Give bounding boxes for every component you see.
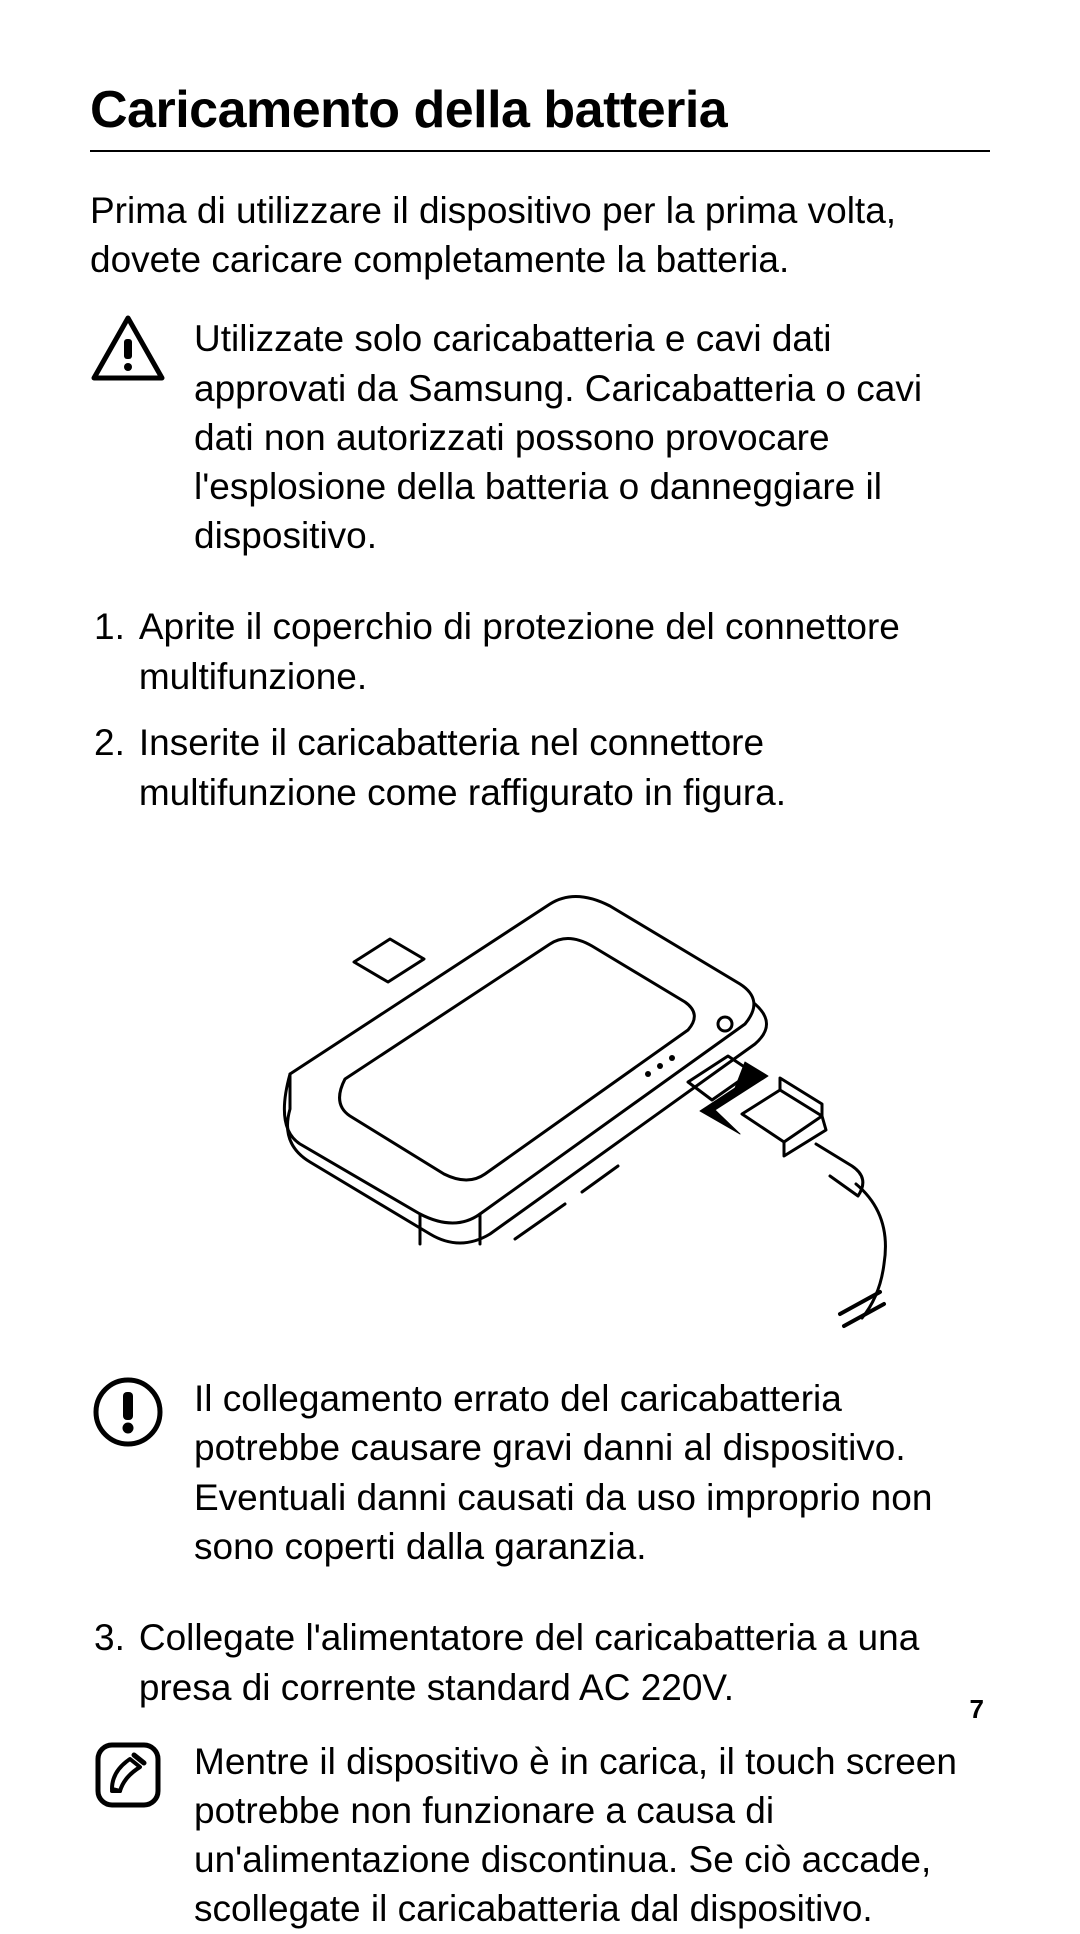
caution-icon bbox=[90, 1374, 166, 1444]
page-title: Caricamento della batteria bbox=[90, 80, 990, 152]
step-3-text: Collegate l'alimentatore del caricabatte… bbox=[139, 1613, 990, 1713]
note-icon bbox=[90, 1737, 166, 1807]
device-charging-figure bbox=[90, 844, 990, 1344]
step-1-text: Aprite il coperchio di protezione del co… bbox=[139, 602, 990, 702]
caution-text: Il collegamento errato del caricabatteri… bbox=[194, 1374, 990, 1571]
note-callout: Mentre il dispositivo è in carica, il to… bbox=[90, 1737, 990, 1934]
step-1-number: 1. bbox=[94, 602, 125, 702]
note-text: Mentre il dispositivo è in carica, il to… bbox=[194, 1737, 990, 1934]
caution-callout: Il collegamento errato del caricabatteri… bbox=[90, 1374, 990, 1571]
intro-paragraph: Prima di utilizzare il dispositivo per l… bbox=[90, 186, 990, 284]
step-3: 3. Collegate l'alimentatore del caricaba… bbox=[90, 1613, 990, 1713]
warning-callout: Utilizzate solo caricabatteria e cavi da… bbox=[90, 314, 990, 560]
step-2-text: Inserite il caricabatteria nel connettor… bbox=[139, 718, 990, 818]
step-2-number: 2. bbox=[94, 718, 125, 818]
page-number: 7 bbox=[970, 1694, 984, 1725]
warning-text: Utilizzate solo caricabatteria e cavi da… bbox=[194, 314, 990, 560]
step-3-number: 3. bbox=[94, 1613, 125, 1713]
step-1: 1. Aprite il coperchio di protezione del… bbox=[90, 602, 990, 702]
step-2: 2. Inserite il caricabatteria nel connet… bbox=[90, 718, 990, 818]
warning-icon bbox=[90, 314, 166, 384]
